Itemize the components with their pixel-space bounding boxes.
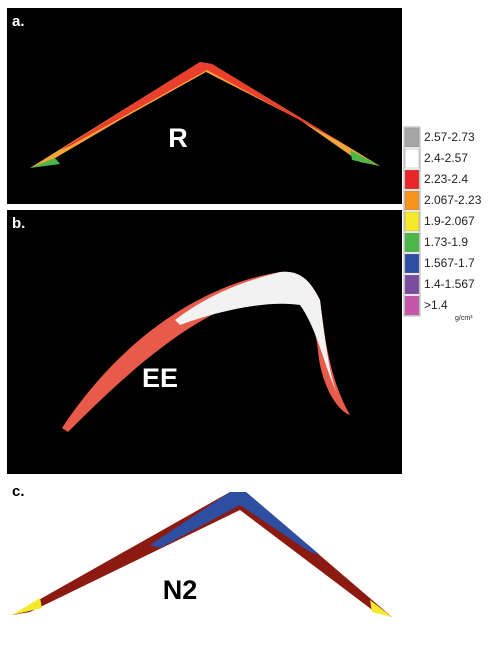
- legend-frame: [403, 126, 421, 317]
- legend-label: 1.4-1.567: [424, 277, 475, 291]
- panel-label: a.: [12, 13, 25, 30]
- legend-label: 1.73-1.9: [424, 235, 468, 249]
- sample-n2-blue: [150, 492, 320, 555]
- legend-swatch: [404, 127, 420, 148]
- legend-label: 2.4-2.57: [424, 151, 468, 165]
- legend-swatch: [404, 211, 420, 232]
- legend-label: >1.4: [424, 298, 448, 312]
- sample-name: EE: [142, 363, 178, 393]
- sample-name: N2: [163, 575, 198, 605]
- legend-label: 2.23-2.4: [424, 172, 468, 186]
- panel-a-bg: [7, 8, 402, 204]
- panel-b-bg: [7, 210, 402, 474]
- legend-swatch: [404, 190, 420, 211]
- legend-label: 2.067-2.23: [424, 193, 482, 207]
- sample-ee-white: [175, 271, 338, 395]
- legend-swatch: [404, 232, 420, 253]
- legend-unit: g/cm³: [455, 315, 473, 322]
- legend-swatch: [404, 169, 420, 190]
- legend-label: 1.567-1.7: [424, 256, 475, 270]
- legend-swatch: [404, 274, 420, 295]
- legend-label: 1.9-2.067: [424, 214, 475, 228]
- legend-swatch: [404, 148, 420, 169]
- panel-label: b.: [12, 215, 25, 232]
- sample-name: R: [168, 123, 188, 153]
- legend-swatch: [404, 295, 420, 316]
- legend-label: 2.57-2.73: [424, 130, 475, 144]
- legend-swatch: [404, 253, 420, 274]
- panel-label: c.: [12, 483, 25, 500]
- sample-n2-tip: [12, 598, 392, 617]
